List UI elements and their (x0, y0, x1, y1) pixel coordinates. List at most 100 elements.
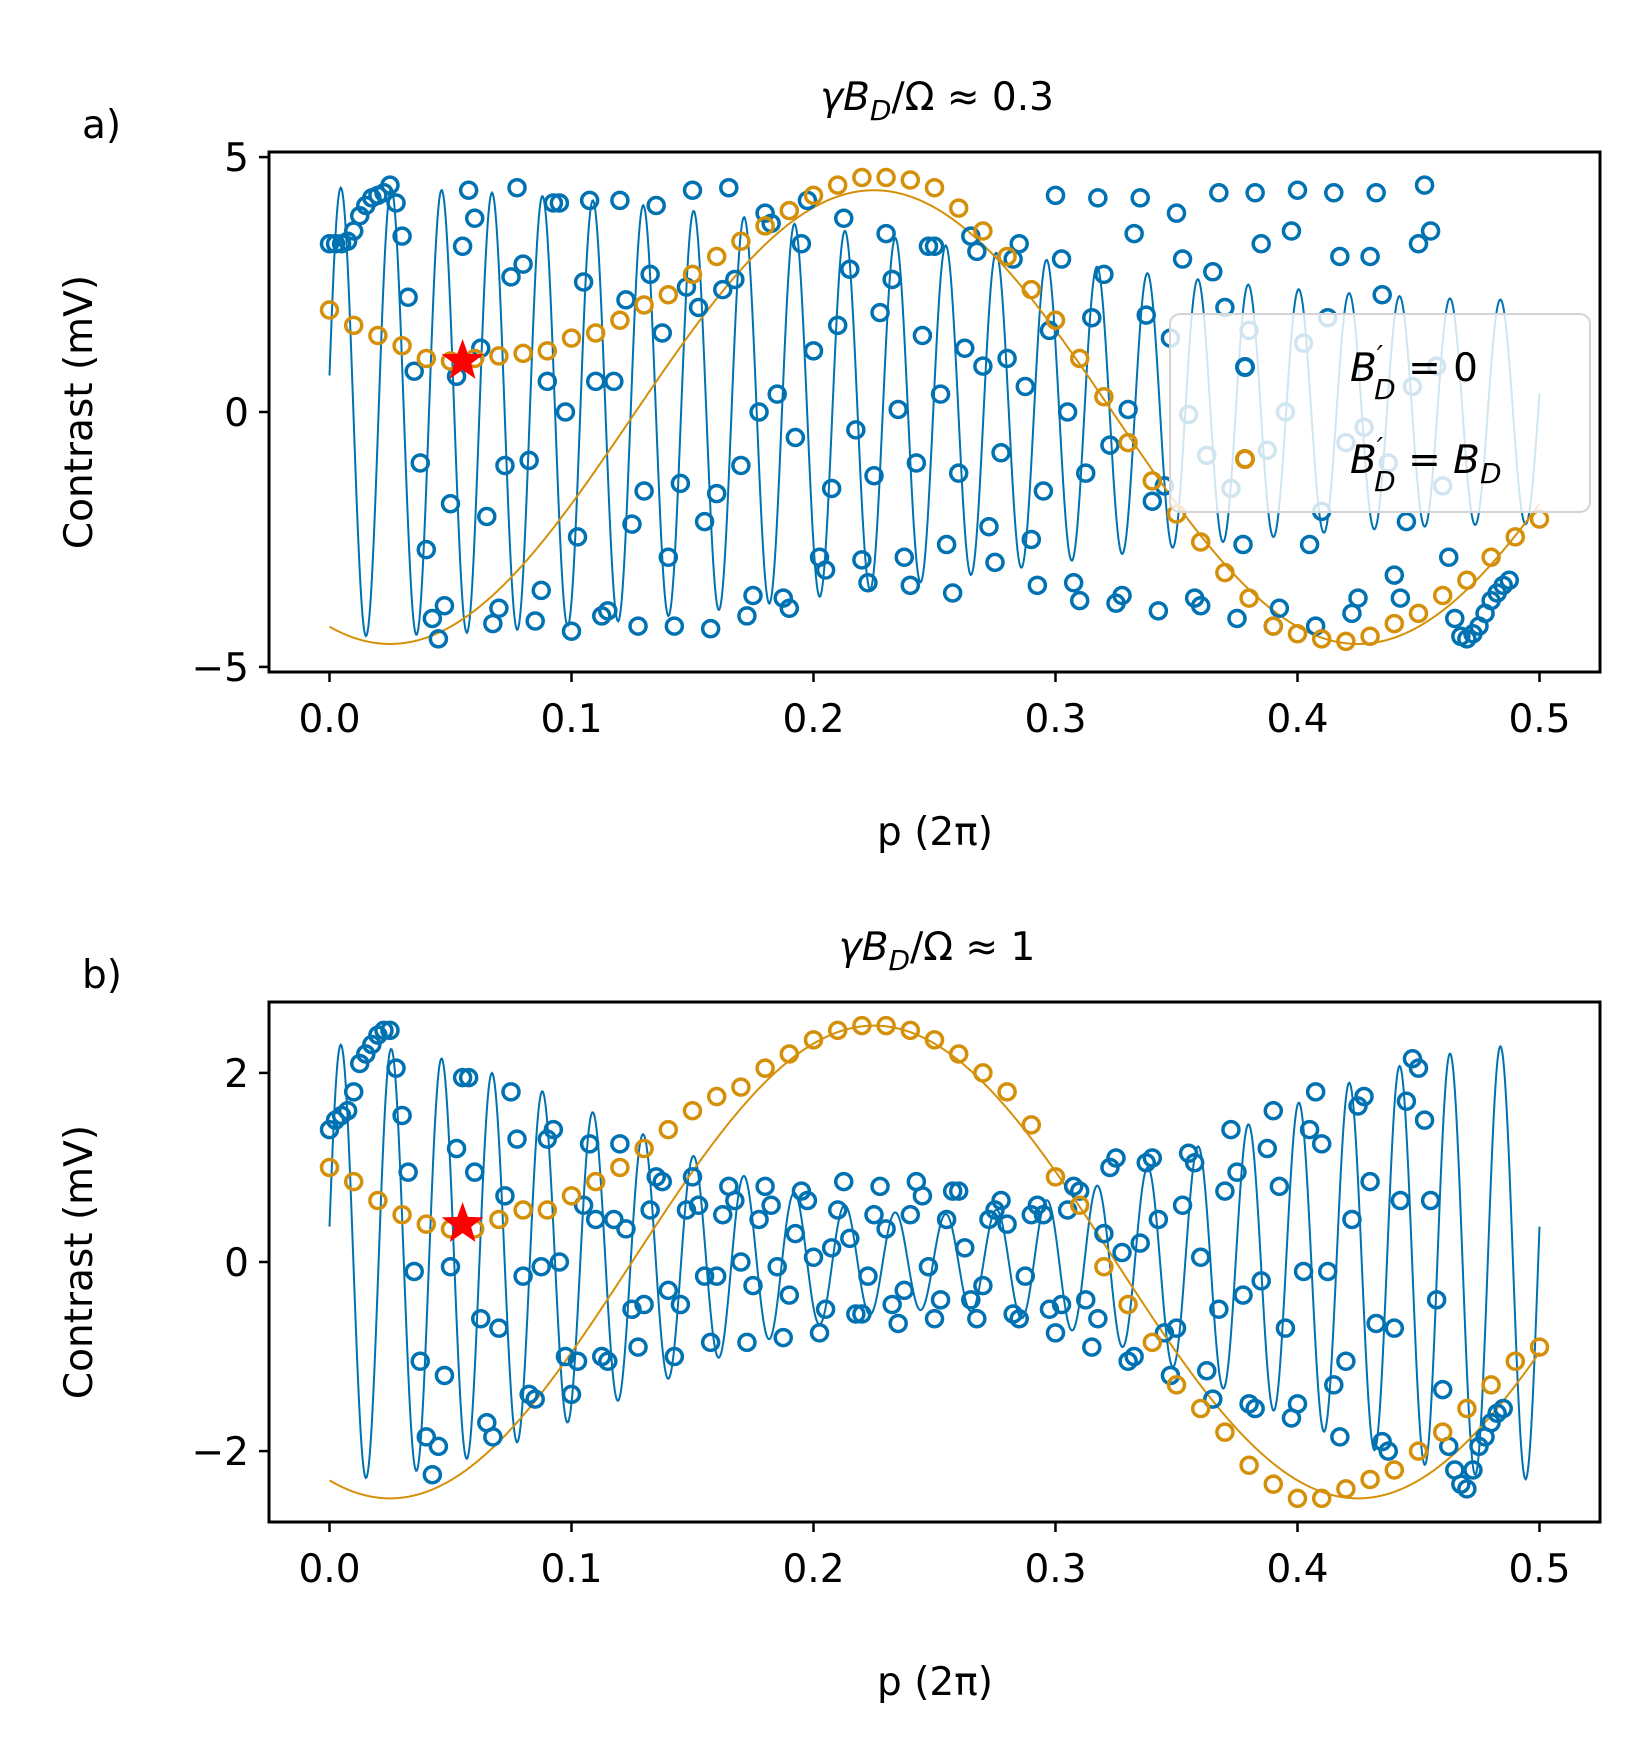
data-point (652, 1171, 672, 1192)
data-point (483, 1427, 503, 1447)
data-point (852, 550, 872, 570)
data-point (1045, 310, 1066, 330)
data-point (1215, 1422, 1235, 1442)
data-point (779, 1044, 800, 1064)
data-point (936, 1209, 957, 1230)
data-point (579, 1134, 600, 1154)
data-point (803, 1247, 824, 1268)
data-point (1076, 463, 1096, 483)
data-point (1088, 1308, 1108, 1329)
data-point (422, 608, 443, 629)
data-point (979, 516, 999, 537)
panel-a-letter: a) (82, 103, 121, 148)
data-point (640, 264, 660, 285)
data-point (918, 236, 939, 257)
data-point (501, 1082, 521, 1102)
data-point (1142, 1332, 1163, 1353)
data-point (513, 254, 533, 274)
data-point (549, 1252, 570, 1272)
data-point (1499, 570, 1519, 590)
data-point (440, 1256, 461, 1277)
data-point (392, 226, 412, 246)
data-point (422, 1464, 443, 1485)
data-point (1257, 1138, 1277, 1159)
data-point (585, 1171, 606, 1192)
data-point (1287, 624, 1308, 644)
data-point (997, 348, 1017, 369)
data-point (579, 190, 600, 211)
data-point (985, 552, 1005, 573)
data-point (1057, 402, 1078, 422)
data-point (791, 234, 812, 254)
data-point (997, 1214, 1017, 1234)
data-point (1245, 1398, 1265, 1419)
data-point (1513, 0, 1529, 8)
data-point (1493, 1398, 1513, 1419)
data-point (1408, 1058, 1429, 1078)
data-point (991, 1190, 1011, 1211)
data-point (1221, 1119, 1241, 1140)
data-point (1281, 221, 1302, 241)
data-point (1148, 601, 1169, 621)
data-point (846, 1304, 866, 1324)
data-point (1507, 0, 1523, 8)
data-point (416, 539, 437, 560)
data-point (537, 371, 558, 392)
data-point (1069, 1181, 1090, 1201)
data-point (852, 1015, 872, 1036)
data-point (1088, 188, 1108, 208)
data-point (749, 1209, 769, 1230)
data-point (464, 1162, 485, 1182)
data-point (1166, 1375, 1187, 1395)
data-point (1378, 1441, 1398, 1461)
data-point (1100, 435, 1120, 455)
data-point (1336, 631, 1356, 652)
y-tick-label: −5 (192, 646, 250, 691)
data-point (1384, 1318, 1405, 1338)
data-point (682, 180, 703, 200)
data-point (392, 1105, 412, 1126)
data-point (942, 583, 963, 603)
data-point (1318, 1261, 1338, 1282)
data-point (537, 341, 558, 361)
data-point (585, 371, 606, 392)
data-point (900, 1204, 921, 1225)
data-point (731, 231, 751, 251)
star-marker (441, 339, 484, 379)
data-point (513, 1266, 533, 1286)
data-point (1324, 183, 1344, 203)
data-point (1245, 183, 1265, 203)
data-point (1269, 598, 1290, 619)
panel-a-title: γBD/Ω ≈ 0.3 (820, 75, 1054, 127)
data-point (368, 1190, 388, 1211)
data-point (973, 356, 993, 376)
data-point (1190, 1247, 1211, 1268)
y-tick-label: 0 (224, 391, 249, 436)
data-point (1051, 1294, 1072, 1315)
data-point (404, 361, 424, 381)
data-point (1069, 1195, 1090, 1216)
data-point (404, 1261, 424, 1282)
data-point (1432, 585, 1453, 606)
data-point (936, 534, 957, 555)
y-tick-label: 0 (224, 1241, 249, 1286)
data-point (1445, 608, 1465, 629)
data-point (682, 1100, 703, 1121)
data-point (1532, 0, 1548, 8)
data-point (610, 190, 630, 211)
data-point (664, 616, 685, 636)
data-point (495, 1186, 515, 1206)
data-point (410, 1351, 430, 1372)
data-point (876, 167, 896, 188)
data-point (561, 1384, 582, 1405)
data-point (1529, 509, 1550, 529)
data-point (688, 1195, 709, 1216)
data-point (652, 323, 672, 343)
data-point (561, 328, 582, 348)
data-point (658, 1280, 679, 1301)
data-point (1009, 234, 1029, 254)
data-point (1420, 221, 1441, 241)
data-point (1045, 185, 1066, 206)
data-point (1063, 573, 1084, 593)
data-point (827, 1020, 848, 1041)
